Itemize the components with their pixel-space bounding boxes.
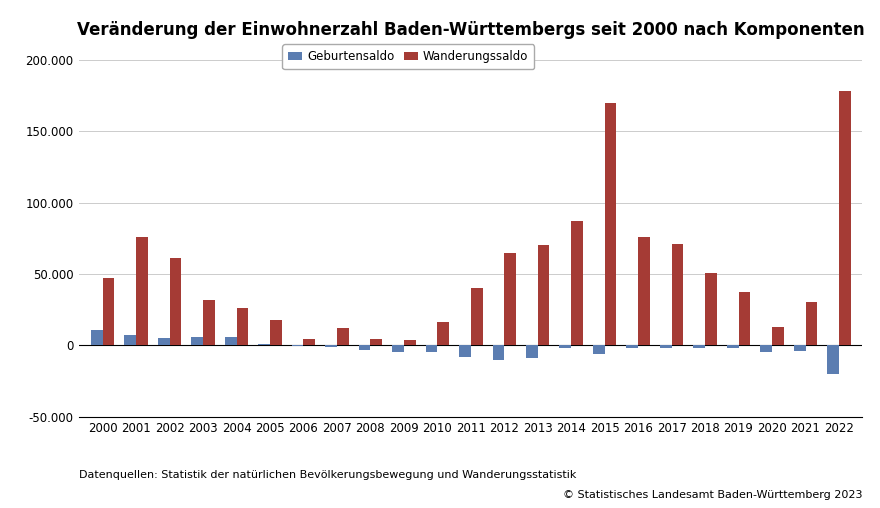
Bar <box>571 221 583 345</box>
Bar <box>660 345 671 348</box>
Bar <box>760 345 772 353</box>
Text: Datenquellen: Statistik der natürlichen Bevölkerungsbewegung und Wanderungsstati: Datenquellen: Statistik der natürlichen … <box>79 469 576 480</box>
Bar <box>605 103 616 345</box>
Bar <box>593 345 605 354</box>
Bar <box>727 345 738 348</box>
Bar <box>437 323 449 345</box>
Bar <box>538 245 549 345</box>
Bar <box>337 328 348 345</box>
Bar <box>191 337 203 345</box>
Title: Veränderung der Einwohnerzahl Baden-Württembergs seit 2000 nach Komponenten: Veränderung der Einwohnerzahl Baden-Würt… <box>77 21 865 39</box>
Bar <box>560 345 571 348</box>
Bar <box>526 345 538 358</box>
Bar <box>136 237 148 345</box>
Bar <box>671 244 684 345</box>
Bar <box>124 335 136 345</box>
Bar <box>738 293 751 345</box>
Bar <box>404 339 415 345</box>
Bar <box>705 272 717 345</box>
Bar <box>103 278 114 345</box>
Text: © Statistisches Landesamt Baden-Württemberg 2023: © Statistisches Landesamt Baden-Württemb… <box>563 490 862 500</box>
Bar <box>203 300 215 345</box>
Bar <box>258 344 270 345</box>
Bar <box>392 345 404 353</box>
Bar <box>459 345 471 357</box>
Bar <box>827 345 839 374</box>
Bar <box>693 345 705 348</box>
Bar <box>270 320 282 345</box>
Bar <box>224 337 237 345</box>
Bar <box>91 330 103 345</box>
Bar <box>794 345 805 351</box>
Bar <box>326 345 337 346</box>
Bar <box>504 252 516 345</box>
Bar <box>170 258 181 345</box>
Bar <box>471 288 482 345</box>
Bar <box>237 308 248 345</box>
Legend: Geburtensaldo, Wanderungssaldo: Geburtensaldo, Wanderungssaldo <box>282 44 534 69</box>
Bar <box>493 345 504 360</box>
Bar <box>839 91 851 345</box>
Bar <box>426 345 437 353</box>
Bar <box>627 345 638 348</box>
Bar <box>158 338 170 345</box>
Bar <box>292 345 304 346</box>
Bar <box>370 339 382 345</box>
Bar <box>772 327 784 345</box>
Bar <box>304 339 315 345</box>
Bar <box>359 345 370 350</box>
Bar <box>638 237 649 345</box>
Bar <box>805 302 818 345</box>
